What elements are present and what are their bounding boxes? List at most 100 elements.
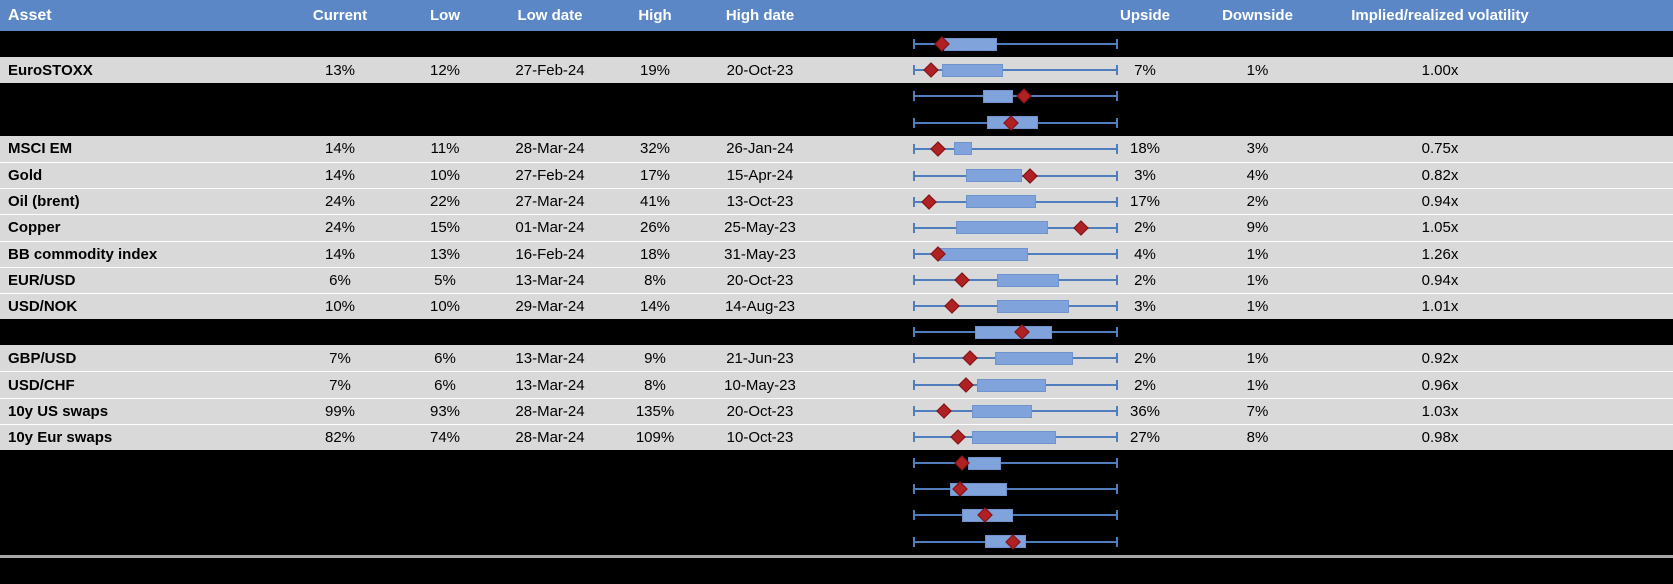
cell-implied-realized-volatility[interactable]: 1.01x — [1421, 297, 1459, 315]
cell-current[interactable]: 24% — [324, 193, 356, 211]
cell-high[interactable]: 8% — [644, 376, 666, 394]
cell-high[interactable] — [620, 83, 690, 109]
cell-low[interactable]: 5% — [434, 271, 456, 289]
column-header-low[interactable]: Low — [430, 7, 460, 24]
cell-asset[interactable]: MSCI EM — [8, 140, 73, 158]
cell-downside[interactable] — [1200, 476, 1315, 502]
cell-asset[interactable]: USD/CHF — [8, 376, 75, 394]
column-header-downside[interactable]: Downside — [1222, 7, 1293, 24]
cell-high-date[interactable] — [690, 502, 830, 528]
cell-current[interactable]: 82% — [324, 428, 356, 446]
cell-high-date[interactable]: 25-May-23 — [724, 219, 796, 237]
cell-current[interactable]: 7% — [329, 376, 351, 394]
cell-downside[interactable] — [1200, 83, 1315, 109]
table-row[interactable]: USD/NOK 10% 10% 29-Mar-24 14% 14-Aug-23 … — [0, 292, 1673, 320]
cell-implied-realized-volatility[interactable]: 0.96x — [1421, 376, 1459, 394]
cell-upside[interactable] — [1090, 450, 1200, 476]
cell-upside[interactable] — [1090, 529, 1200, 555]
table-row[interactable] — [0, 528, 1673, 555]
column-header-asset[interactable]: Asset — [8, 6, 52, 24]
cell-implied-realized-volatility[interactable]: 1.26x — [1421, 245, 1459, 263]
cell-low-date[interactable]: 13-Mar-24 — [515, 376, 585, 394]
cell-implied-realized-volatility[interactable] — [1315, 31, 1565, 57]
cell-high[interactable]: 19% — [639, 61, 671, 79]
cell-current[interactable]: 13% — [324, 61, 356, 79]
cell-implied-realized-volatility[interactable]: 0.98x — [1421, 428, 1459, 446]
table-row[interactable]: Oil (brent) 24% 22% 27-Mar-24 41% 13-Oct… — [0, 188, 1673, 215]
cell-asset[interactable] — [8, 450, 270, 476]
cell-low-date[interactable]: 28-Mar-24 — [515, 402, 585, 420]
cell-low-date[interactable] — [480, 502, 620, 528]
cell-upside[interactable]: 4% — [1134, 245, 1156, 263]
cell-implied-realized-volatility[interactable]: 0.82x — [1421, 167, 1459, 185]
cell-low[interactable] — [410, 476, 480, 502]
table-row[interactable]: USD/CHF 7% 6% 13-Mar-24 8% 10-May-23 2% … — [0, 371, 1673, 398]
cell-asset[interactable]: 10y Eur swaps — [8, 428, 113, 446]
cell-high[interactable] — [620, 319, 690, 345]
cell-asset[interactable] — [8, 529, 270, 555]
cell-implied-realized-volatility[interactable] — [1315, 83, 1565, 109]
cell-low[interactable]: 10% — [429, 167, 461, 185]
cell-high[interactable] — [620, 502, 690, 528]
cell-asset[interactable] — [8, 83, 270, 109]
cell-high[interactable]: 109% — [635, 428, 675, 446]
cell-upside[interactable]: 2% — [1134, 349, 1156, 367]
cell-downside[interactable] — [1200, 319, 1315, 345]
cell-low-date[interactable] — [480, 31, 620, 57]
cell-high[interactable] — [620, 529, 690, 555]
cell-high[interactable] — [620, 31, 690, 57]
column-header-current[interactable]: Current — [312, 7, 368, 24]
cell-downside[interactable]: 1% — [1246, 61, 1269, 79]
cell-low-date[interactable]: 01-Mar-24 — [515, 219, 585, 237]
cell-low[interactable] — [410, 529, 480, 555]
table-row[interactable]: EuroSTOXX 13% 12% 27-Feb-24 19% 20-Oct-2… — [0, 57, 1673, 84]
cell-upside[interactable] — [1090, 31, 1200, 57]
cell-asset[interactable] — [8, 31, 270, 57]
cell-downside[interactable]: 1% — [1246, 349, 1269, 367]
table-row[interactable]: GBP/USD 7% 6% 13-Mar-24 9% 21-Jun-23 2% … — [0, 345, 1673, 372]
cell-high-date[interactable]: 14-Aug-23 — [724, 297, 796, 315]
cell-high-date[interactable]: 20-Oct-23 — [726, 402, 794, 420]
table-row[interactable]: BB commodity index 14% 13% 16-Feb-24 18%… — [0, 240, 1673, 267]
cell-high[interactable] — [620, 110, 690, 136]
cell-high[interactable]: 9% — [644, 349, 666, 367]
table-row[interactable] — [0, 502, 1673, 529]
cell-low[interactable]: 22% — [429, 193, 461, 211]
cell-downside[interactable] — [1200, 31, 1315, 57]
cell-low-date[interactable] — [480, 529, 620, 555]
cell-current[interactable]: 7% — [329, 349, 351, 367]
cell-current[interactable]: 14% — [324, 245, 356, 263]
cell-high-date[interactable]: 15-Apr-24 — [726, 167, 794, 185]
cell-upside[interactable] — [1090, 476, 1200, 502]
table-row[interactable] — [0, 83, 1673, 110]
cell-upside[interactable]: 2% — [1134, 271, 1156, 289]
cell-low[interactable]: 13% — [429, 245, 461, 263]
cell-asset[interactable]: BB commodity index — [8, 245, 158, 263]
cell-asset[interactable] — [8, 502, 270, 528]
cell-implied-realized-volatility[interactable]: 0.94x — [1421, 271, 1459, 289]
cell-high-date[interactable]: 21-Jun-23 — [726, 349, 794, 367]
cell-low-date[interactable]: 27-Feb-24 — [515, 167, 585, 185]
cell-downside[interactable] — [1200, 110, 1315, 136]
cell-low[interactable] — [410, 450, 480, 476]
cell-asset[interactable] — [8, 319, 270, 345]
column-header-implied-realized-volatility[interactable]: Implied/realized volatility — [1351, 7, 1529, 24]
cell-current[interactable]: 6% — [329, 271, 351, 289]
cell-current[interactable] — [270, 319, 410, 345]
cell-high-date[interactable] — [690, 319, 830, 345]
cell-high-date[interactable]: 13-Oct-23 — [726, 193, 794, 211]
cell-implied-realized-volatility[interactable]: 1.03x — [1421, 402, 1459, 420]
cell-upside[interactable]: 27% — [1129, 428, 1161, 446]
table-row[interactable] — [0, 31, 1673, 58]
cell-low[interactable]: 6% — [434, 349, 456, 367]
cell-low[interactable]: 93% — [429, 402, 461, 420]
cell-high-date[interactable]: 10-May-23 — [724, 376, 796, 394]
table-row[interactable] — [0, 476, 1673, 503]
cell-implied-realized-volatility[interactable]: 0.94x — [1421, 193, 1459, 211]
cell-current[interactable] — [270, 110, 410, 136]
cell-low-date[interactable]: 13-Mar-24 — [515, 349, 585, 367]
cell-low-date[interactable]: 28-Mar-24 — [515, 140, 585, 158]
cell-asset[interactable]: Oil (brent) — [8, 193, 80, 211]
cell-downside[interactable]: 8% — [1246, 428, 1269, 446]
cell-upside[interactable] — [1090, 502, 1200, 528]
